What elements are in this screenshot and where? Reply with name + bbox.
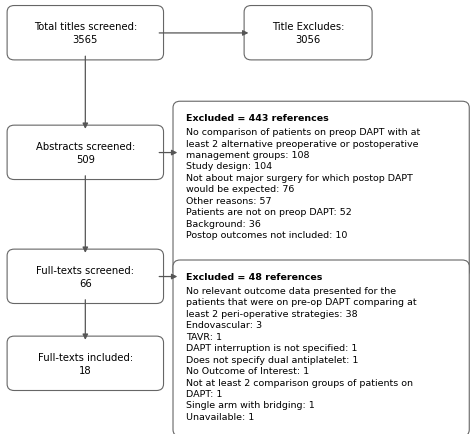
Text: Title Excludes:
3056: Title Excludes: 3056	[272, 22, 344, 45]
FancyBboxPatch shape	[7, 126, 164, 180]
FancyBboxPatch shape	[7, 7, 164, 61]
FancyBboxPatch shape	[173, 260, 469, 434]
Text: Excluded = 443 references: Excluded = 443 references	[186, 114, 328, 123]
Text: Full-texts screened:
66: Full-texts screened: 66	[36, 265, 134, 288]
FancyBboxPatch shape	[244, 7, 372, 61]
Text: Abstracts screened:
509: Abstracts screened: 509	[36, 141, 135, 164]
FancyBboxPatch shape	[173, 102, 469, 278]
FancyBboxPatch shape	[7, 336, 164, 391]
Text: Total titles screened:
3565: Total titles screened: 3565	[34, 22, 137, 45]
Text: No relevant outcome data presented for the
patients that were on pre-op DAPT com: No relevant outcome data presented for t…	[186, 286, 417, 421]
Text: No comparison of patients on preop DAPT with at
least 2 alternative preoperative: No comparison of patients on preop DAPT …	[186, 128, 420, 240]
Text: Excluded = 48 references: Excluded = 48 references	[186, 272, 322, 281]
Text: Full-texts included:
18: Full-texts included: 18	[38, 352, 133, 375]
FancyBboxPatch shape	[7, 250, 164, 304]
